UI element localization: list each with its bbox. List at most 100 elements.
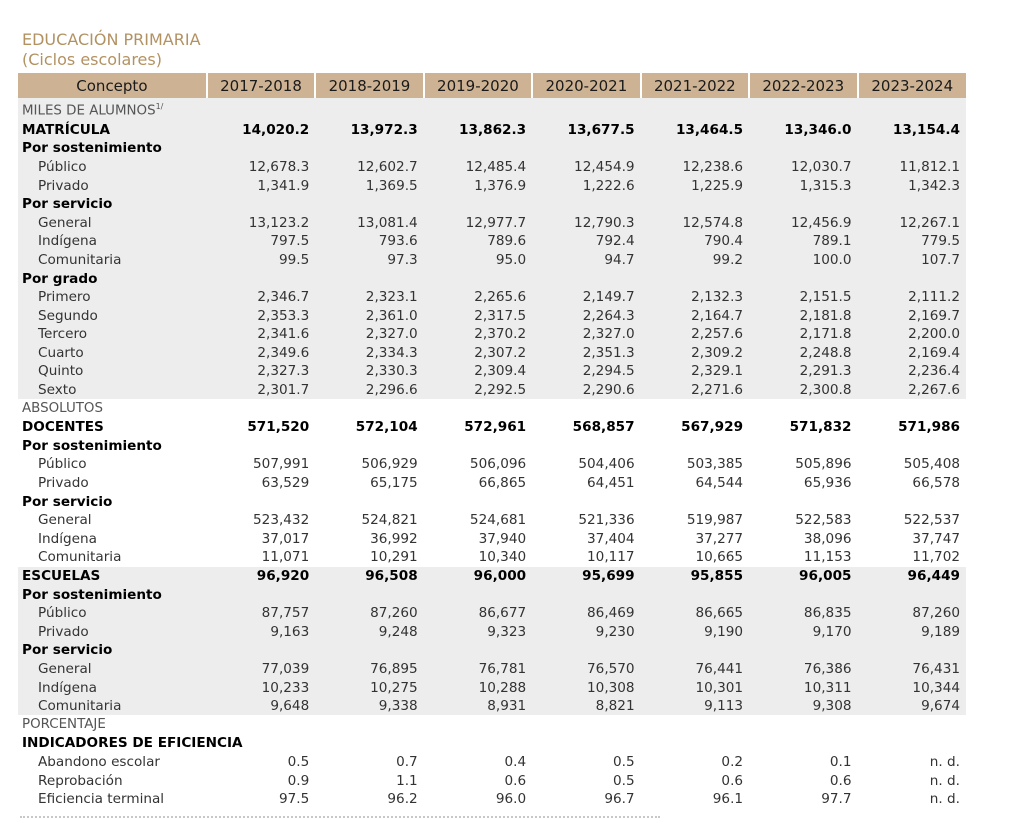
table-row: Abandono escolar 0.5 0.7 0.4 0.5 0.2 0.1 n. d. bbox=[18, 753, 966, 772]
cell-value bbox=[858, 492, 967, 511]
cell-value: 506,929 bbox=[361, 456, 418, 473]
cell-value: 9,674 bbox=[857, 696, 966, 716]
cell-value: 11,812.1 bbox=[857, 157, 966, 177]
cell-value: 2,132.3 bbox=[640, 287, 750, 307]
cell-value: 503,385 bbox=[686, 456, 744, 473]
cell-value: 12,574.8 bbox=[640, 213, 750, 233]
cell-value bbox=[532, 399, 640, 418]
row-label: Por sostenimiento bbox=[18, 585, 207, 604]
cell-value: 12,790.3 bbox=[532, 213, 641, 233]
row-label-text: Indígena bbox=[38, 679, 97, 696]
cell-value: 8,821 bbox=[532, 696, 641, 716]
cell-value: 9,338 bbox=[315, 696, 424, 716]
cell-value: 567,929 bbox=[681, 419, 744, 436]
row-label: Por grado bbox=[18, 269, 207, 288]
cell-value: n. d. bbox=[929, 791, 960, 808]
row-label-text: Privado bbox=[38, 475, 89, 492]
row-label-text: INDICADORES DE EFICIENCIA bbox=[22, 735, 243, 752]
cell-value: 792.4 bbox=[532, 232, 641, 251]
cell-value: 36,992 bbox=[370, 530, 418, 547]
cell-value: 2,330.3 bbox=[315, 362, 424, 381]
cell-value: 13,154.4 bbox=[857, 120, 966, 140]
cell-value bbox=[315, 715, 423, 734]
row-label: MATRÍCULA bbox=[18, 120, 207, 140]
table-row: Quinto 2,327.3 2,330.3 2,309.4 2,294.5 2,329.… bbox=[18, 362, 966, 381]
cell-value: 571,832 bbox=[789, 419, 852, 436]
cell-value: 2,349.6 bbox=[206, 343, 316, 363]
cell-value: 97.7 bbox=[821, 791, 852, 808]
cell-value: 95,855 bbox=[640, 566, 750, 586]
row-label-text: General bbox=[38, 214, 92, 231]
header-year: 2019-2020 bbox=[423, 73, 534, 98]
cell-value: 97.3 bbox=[315, 250, 424, 270]
cell-value bbox=[315, 734, 423, 753]
row-label-text: Público bbox=[38, 158, 87, 175]
table-row: Privado 9,163 9,248 9,323 9,230 9,190 9,170 9,1… bbox=[18, 622, 966, 642]
row-label: Público bbox=[18, 157, 207, 177]
cell-value: 523,432 bbox=[253, 512, 310, 529]
row-label-text: Comunitaria bbox=[38, 549, 122, 566]
cell-value: 10,275 bbox=[315, 678, 424, 697]
table-row: Segundo 2,353.3 2,361.0 2,317.5 2,264.3 2,164… bbox=[18, 306, 966, 325]
cell-value: 96.7 bbox=[604, 791, 635, 808]
cell-value: 506,096 bbox=[469, 456, 527, 473]
cell-value: 66,578 bbox=[912, 475, 960, 492]
cell-value bbox=[424, 492, 532, 511]
cell-value: 504,406 bbox=[578, 456, 635, 473]
header-year: 2020-2021 bbox=[532, 73, 642, 98]
row-label-text: DOCENTES bbox=[22, 419, 104, 436]
table-row: Privado 63,529 65,175 66,865 64,451 64,544 65,… bbox=[18, 474, 966, 493]
cell-value: 76,431 bbox=[857, 659, 966, 679]
cell-value: 37,940 bbox=[478, 530, 527, 547]
cell-value: 0.2 bbox=[721, 753, 744, 770]
table-row: Primero 2,346.7 2,323.1 2,265.6 2,149.7 2,132… bbox=[18, 287, 966, 307]
row-label-text: MILES DE ALUMNOS bbox=[22, 103, 156, 119]
cell-value: 0.6 bbox=[504, 772, 527, 789]
cell-value: 13,346.0 bbox=[749, 120, 858, 140]
cell-value: 2,248.8 bbox=[749, 343, 858, 363]
cell-value bbox=[640, 98, 750, 121]
cell-value: 572,961 bbox=[464, 419, 527, 436]
row-label: Quinto bbox=[18, 362, 207, 381]
table-row: General 523,432 524,821 524,681 521,336 519,9… bbox=[18, 511, 966, 530]
cell-value: 12,602.7 bbox=[315, 157, 424, 177]
cell-value: 12,267.1 bbox=[857, 213, 966, 233]
cell-value: 12,030.7 bbox=[749, 157, 858, 177]
table-row: Por servicio bbox=[18, 641, 966, 660]
cell-value bbox=[207, 399, 315, 418]
cell-value bbox=[532, 194, 641, 214]
cell-value: 2,181.8 bbox=[749, 306, 858, 325]
row-label: Sexto bbox=[18, 380, 207, 400]
cell-value bbox=[424, 399, 532, 418]
row-label-text: Primero bbox=[38, 289, 91, 306]
cell-value: 2,327.0 bbox=[532, 325, 641, 344]
table-row: Por grado bbox=[18, 269, 966, 288]
row-label: Privado bbox=[18, 474, 207, 493]
cell-value: n. d. bbox=[929, 753, 960, 770]
cell-value bbox=[749, 139, 858, 158]
cell-value: 2,334.3 bbox=[315, 343, 424, 363]
cell-value bbox=[857, 269, 966, 288]
cell-value bbox=[532, 492, 640, 511]
cell-value: 793.6 bbox=[315, 232, 424, 251]
table-row: Tercero 2,341.6 2,327.0 2,370.2 2,327.0 2,257… bbox=[18, 325, 966, 344]
cell-value: 86,677 bbox=[423, 603, 533, 623]
row-label: Abandono escolar bbox=[18, 753, 207, 772]
cell-value: 519,987 bbox=[686, 512, 744, 529]
cell-value: 99.2 bbox=[640, 250, 750, 270]
table-row: Público 507,991 506,929 506,096 504,406 503,3… bbox=[18, 455, 966, 474]
table-row: Por sostenimiento bbox=[18, 437, 966, 456]
table-row: MILES DE ALUMNOS1/ bbox=[18, 98, 966, 121]
cell-value: 87,260 bbox=[315, 603, 424, 623]
cell-value bbox=[532, 734, 640, 753]
row-label-text: Por servicio bbox=[22, 493, 113, 510]
cell-value: 521,336 bbox=[578, 512, 635, 529]
cell-value: 522,537 bbox=[903, 512, 960, 529]
cell-value bbox=[424, 437, 532, 456]
row-label-text: ESCUELAS bbox=[22, 568, 101, 585]
cell-value: 107.7 bbox=[857, 250, 966, 270]
cell-value: 9,113 bbox=[640, 696, 750, 716]
cell-value: 11,071 bbox=[261, 549, 310, 566]
row-label: Indígena bbox=[18, 232, 207, 251]
cell-value: 2,149.7 bbox=[532, 287, 641, 307]
